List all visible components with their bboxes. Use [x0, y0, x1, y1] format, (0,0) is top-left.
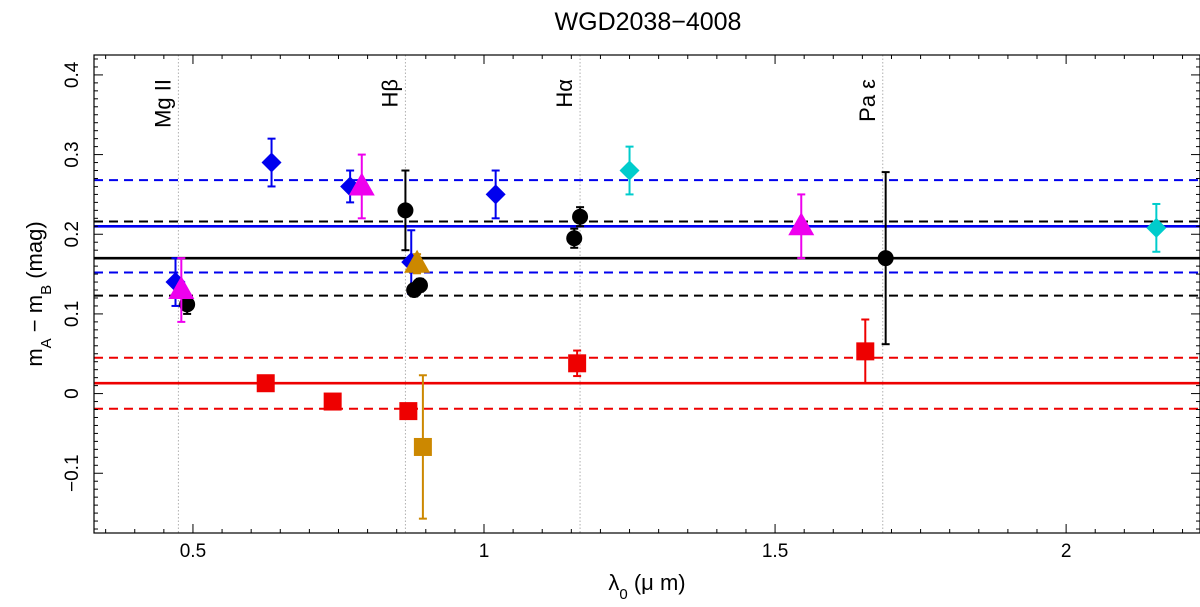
y-tick-label-0: −0.1 [62, 454, 83, 492]
line-labels: Mg II Hβ Hα Pa ε [150, 79, 879, 128]
series-1-point-4-marker [566, 230, 583, 247]
y-axis-label-mid: − m [22, 295, 47, 338]
plot-frame [93, 54, 1200, 534]
series-5-point-3-marker [568, 354, 587, 373]
series-5-point-1-marker [323, 392, 342, 411]
series-1-point-0-marker [179, 296, 196, 313]
series-5-point-2-marker [399, 402, 418, 421]
series-1-point-3-marker [411, 277, 428, 294]
line-label-1: Hβ [377, 79, 402, 108]
y-axis-label: mA − mB (mag) [22, 221, 55, 366]
series-5-point-0-marker [256, 374, 275, 393]
y-tick-label-2: 0.1 [62, 301, 83, 327]
y-tick-label-1: 0 [62, 388, 83, 399]
series-2-point-2-marker [788, 212, 815, 236]
series-4-point-0-marker [404, 249, 431, 273]
series-1-point-1-marker [397, 202, 414, 219]
reference-lines [94, 179, 1200, 410]
line-label-0: Mg II [150, 79, 175, 128]
y-tick-label-4: 0.3 [62, 141, 83, 167]
series-1-point-6-marker [877, 250, 894, 267]
x-axis-label-main: λ [608, 570, 619, 595]
series-2-point-1-marker [348, 172, 375, 196]
series-0-point-4-marker [485, 184, 506, 205]
y-axis-label-sub2: B [38, 285, 55, 295]
axes: 0.5 1 1.5 2 −0.1 0 0.1 0.2 0.3 0.4 [62, 55, 1200, 562]
line-label-2: Hα [552, 79, 577, 108]
data-points [165, 137, 1167, 520]
x-tick-label-1: 1 [479, 541, 490, 562]
line-label-3: Pa ε [855, 79, 880, 122]
series-5-point-4-marker [856, 342, 875, 361]
y-axis-label-rest: (mag) [22, 221, 47, 285]
series-4-point-1-marker [413, 437, 432, 456]
series-2-point-0-marker [168, 276, 195, 300]
x-tick-label-0: 0.5 [180, 541, 206, 562]
y-axis-label-main: m [22, 348, 47, 366]
series-0-point-1-marker [261, 152, 282, 173]
series-3-point-0-marker [619, 160, 640, 181]
x-tick-label-2: 1.5 [762, 541, 788, 562]
chart-title: WGD2038−4008 [555, 8, 742, 36]
x-axis-label-sub: 0 [619, 586, 627, 603]
spectral-line-markers [177, 55, 884, 533]
x-tick-label-3: 2 [1061, 541, 1072, 562]
y-tick-label-5: 0.4 [62, 61, 83, 88]
x-axis-label: λ0 (μ m) [608, 570, 685, 603]
y-axis-label-sub1: A [38, 338, 55, 348]
series-3-point-1-marker [1146, 217, 1167, 238]
x-axis-label-rest: (μ m) [628, 570, 686, 595]
y-tick-label-3: 0.2 [62, 221, 83, 247]
series-1-point-5-marker [572, 208, 589, 225]
